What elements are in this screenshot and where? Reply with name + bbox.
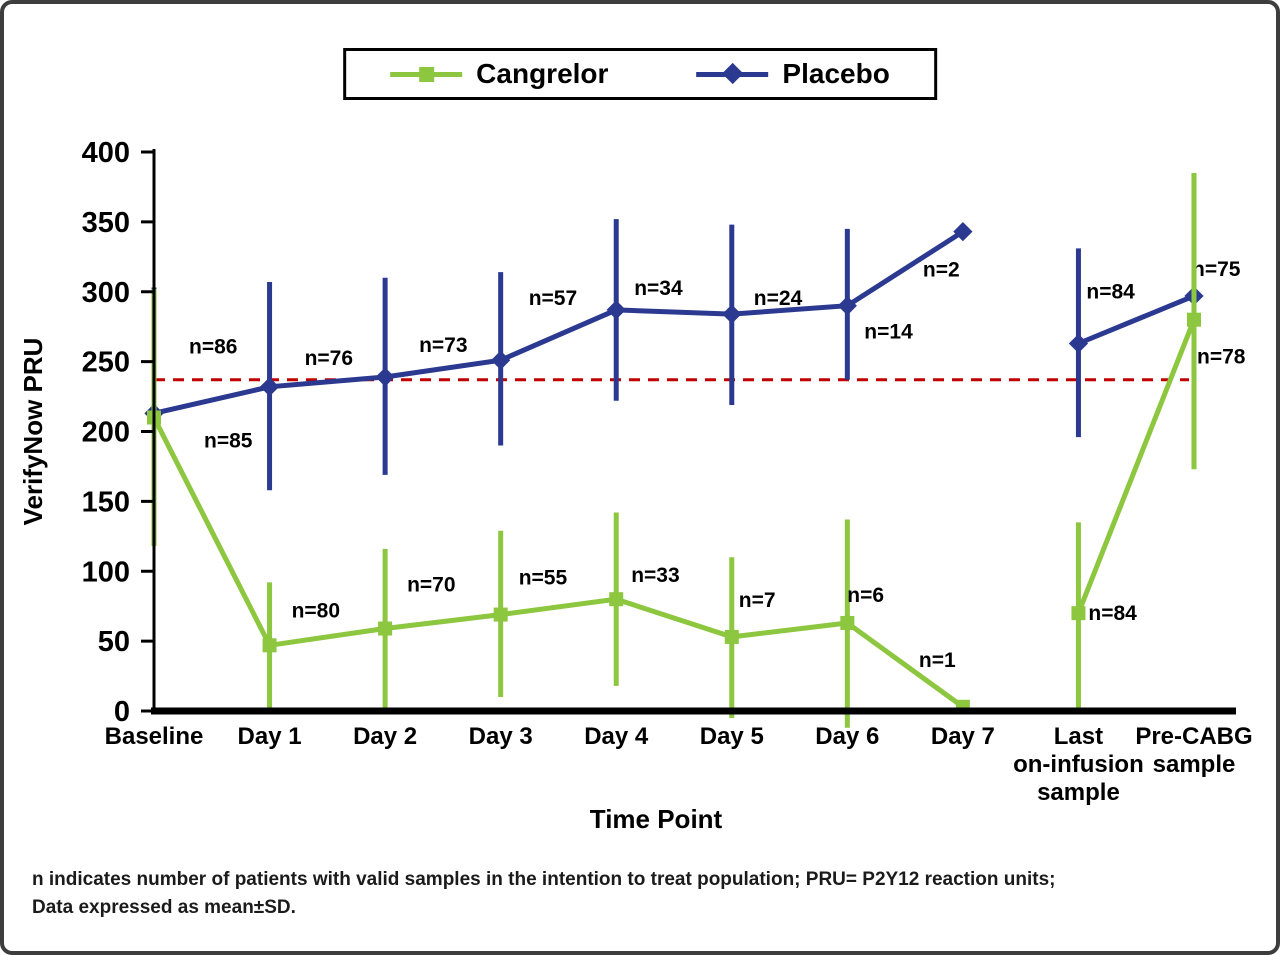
svg-text:n=14: n=14 [864,321,913,344]
svg-text:n=84: n=84 [1088,602,1137,625]
cangrelor-series-marker-icon [390,63,463,85]
svg-text:300: 300 [82,277,130,309]
svg-text:n=84: n=84 [1086,281,1135,304]
svg-text:Day 2: Day 2 [353,723,417,750]
svg-text:150: 150 [82,486,130,518]
svg-text:n=76: n=76 [305,347,353,370]
svg-text:Day 3: Day 3 [469,723,533,750]
axes: 0 50 100 150 200 250 300 350 400 Baseline Day 1 Day… [18,137,1253,834]
svg-text:350: 350 [82,207,130,239]
svg-text:n=24: n=24 [754,287,803,310]
svg-text:n=85: n=85 [204,430,253,453]
cangrelor-square-marker-icon [419,67,435,82]
svg-text:250: 250 [82,347,130,379]
svg-text:n=33: n=33 [631,564,679,587]
footnote-line-2: Data expressed as mean±SD. [32,896,296,918]
svg-text:Day 4: Day 4 [584,723,649,750]
legend-item-cangrelor: Cangrelor [390,60,608,88]
series-placebo: n=86 n=76 n=73 n=57 n=34 n=24 n=14 n=2 n=84 n=75 [144,202,1241,533]
svg-text:100: 100 [82,556,130,588]
svg-text:n=34: n=34 [634,277,683,300]
svg-text:n=55: n=55 [519,567,568,590]
svg-text:n=70: n=70 [407,574,455,597]
svg-text:Baseline: Baseline [105,723,204,750]
svg-text:n=2: n=2 [923,259,960,282]
legend-item-placebo: Placebo [696,58,890,89]
footnote-line-1: n indicates number of patients with vali… [32,869,1056,890]
placebo-series-marker-icon [696,62,769,85]
svg-text:n=7: n=7 [739,589,776,612]
svg-text:200: 200 [82,417,130,449]
svg-text:400: 400 [82,137,130,169]
legend-label-cangrelor: Cangrelor [476,58,609,89]
svg-text:n=1: n=1 [919,649,956,672]
placebo-diamond-marker-icon [722,62,744,85]
svg-text:Day 5: Day 5 [700,723,764,750]
legend: Cangrelor Placebo [343,48,937,100]
footnote: n indicates number of patients with vali… [32,866,1056,921]
svg-text:n=6: n=6 [847,584,884,607]
svg-text:Day 7: Day 7 [931,723,995,750]
svg-text:50: 50 [98,626,130,658]
svg-text:0: 0 [114,696,130,728]
svg-text:n=86: n=86 [189,335,237,358]
svg-text:n=57: n=57 [529,287,577,310]
series-cangrelor: n=85 n=80 n=70 n=55 n=33 n=7 n=6 n=1 n=84 n=78 [147,172,1246,728]
svg-text:n=80: n=80 [292,599,340,622]
legend-label-placebo: Placebo [782,58,890,89]
svg-text:n=75: n=75 [1192,258,1241,281]
pru-line-chart: n=86 n=76n=73n=57 n=34 n=24n=14n=2n=84n=75n… [18,137,1253,834]
svg-text:Day 1: Day 1 [238,723,302,750]
svg-text:n=73: n=73 [419,334,467,357]
svg-text:Day 6: Day 6 [815,723,879,750]
svg-text:Time Point: Time Point [590,804,723,834]
svg-text:VerifyNow PRU: VerifyNow PRU [18,338,48,526]
svg-text:n=78: n=78 [1197,346,1246,369]
